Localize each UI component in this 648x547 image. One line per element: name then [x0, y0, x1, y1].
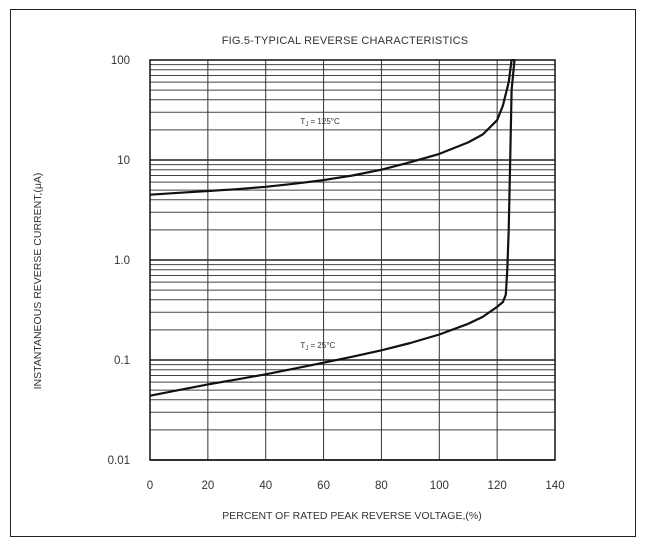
y-tick-labels: 0.01 0.1 1.0 10 100 — [108, 55, 130, 467]
x-axis-label: PERCENT OF RATED PEAK REVERSE VOLTAGE,(%… — [222, 510, 481, 522]
series-group — [150, 59, 516, 397]
y-tick-label: 1.0 — [114, 255, 130, 267]
chart-frame — [10, 9, 636, 537]
chart-title: FIG.5-TYPICAL REVERSE CHARACTERISTICS — [222, 35, 469, 47]
x-tick-label: 20 — [201, 480, 214, 492]
x-tick-label: 60 — [317, 480, 330, 492]
y-tick-label: 0.01 — [108, 455, 130, 467]
y-axis-label: INSTANTANEOUS REVERSE CURRENT,(μA) — [32, 173, 44, 390]
series-line-tj-25c — [150, 59, 516, 397]
y-tick-label: 0.1 — [114, 355, 130, 367]
x-tick-labels: 0 20 40 60 80 100 120 140 — [147, 480, 565, 492]
x-tick-label: 120 — [488, 480, 507, 492]
x-tick-label: 80 — [375, 480, 388, 492]
annotation-tj-125c: TJ = 125°C — [300, 117, 340, 128]
x-tick-label: 100 — [430, 480, 449, 492]
grid-vertical — [207, 60, 498, 460]
series-annotations: TJ = 125°C TJ = 25°C — [300, 117, 340, 352]
x-tick-label: 140 — [545, 480, 564, 492]
x-tick-label: 0 — [147, 480, 153, 492]
series-line-tj-125c — [150, 59, 515, 196]
annotation-tj-25c: TJ = 25°C — [300, 341, 335, 352]
y-tick-label: 100 — [111, 55, 130, 67]
plot-area-border — [149, 59, 556, 461]
x-tick-label: 40 — [259, 480, 272, 492]
y-tick-label: 10 — [117, 155, 130, 167]
